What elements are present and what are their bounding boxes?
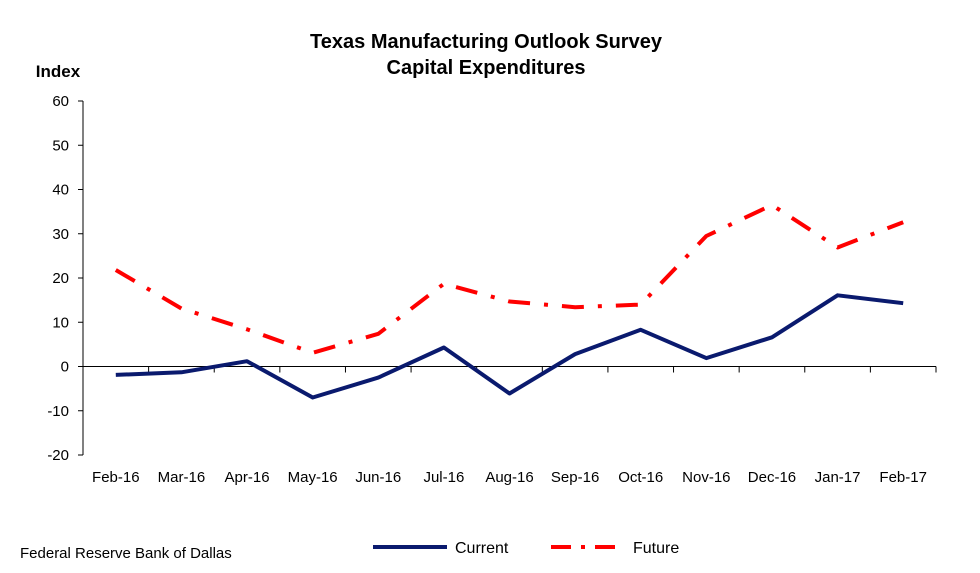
y-tick-label: 60 [52,93,69,110]
y-tick-label: 10 [52,314,69,331]
chart-title: Texas Manufacturing Outlook Survey [310,31,663,53]
x-tick-label: Jul-16 [423,469,464,486]
legend: Current Future [373,540,679,557]
x-tick-label: May-16 [288,469,338,486]
y-tick-label: 50 [52,137,69,154]
x-tick-label: Dec-16 [748,469,796,486]
chart-subtitle: Capital Expenditures [387,57,586,79]
axes [78,100,937,456]
y-tick-labels: -20 -10 0 10 20 30 40 50 60 [47,93,69,464]
x-tick-label: Oct-16 [618,469,663,486]
source-note: Federal Reserve Bank of Dallas [20,545,232,562]
x-tick-label: Feb-17 [879,469,927,486]
x-tick-labels: Feb-16 Mar-16 Apr-16 May-16 Jun-16 Jul-16 Aug-… [92,469,927,486]
y-tick-label: 20 [52,270,69,287]
x-tick-label: Aug-16 [485,469,533,486]
series-lines [114,203,904,400]
series-line-future [114,203,904,355]
x-tick-label: Mar-16 [158,469,206,486]
series-line-current [115,293,904,400]
legend-label-future: Future [633,540,679,557]
x-tick-label: Feb-16 [92,469,140,486]
y-tick-label: 30 [52,226,69,243]
y-tick-label: -20 [47,447,69,464]
x-tick-label: Nov-16 [682,469,730,486]
x-tick-label: Apr-16 [225,469,270,486]
x-tick-label: Jan-17 [815,469,861,486]
x-tick-label: Jun-16 [355,469,401,486]
x-tick-label: Sep-16 [551,469,599,486]
y-tick-label: 0 [61,359,69,376]
y-tick-label: -10 [47,403,69,420]
y-tick-label: 40 [52,182,69,199]
y-axis-label: Index [36,62,81,81]
legend-label-current: Current [455,540,509,557]
